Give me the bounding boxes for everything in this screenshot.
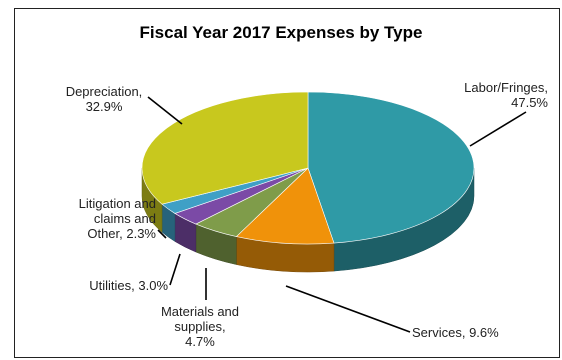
leader-line [169, 253, 181, 286]
slice-label: Utilities, 3.0% [89, 278, 168, 293]
leader-line [285, 285, 411, 333]
slice-label: Services, 9.6% [412, 325, 499, 340]
slice-label: Labor/Fringes, 47.5% [464, 80, 548, 110]
pie-slice [141, 91, 309, 205]
leader-line [157, 229, 167, 239]
slice-label: Materials and supplies, 4.7% [161, 304, 239, 349]
slice-label: Depreciation, 32.9% [66, 84, 143, 114]
pie-slice [307, 91, 475, 244]
leader-line [469, 111, 527, 147]
chart-title: Fiscal Year 2017 Expenses by Type [139, 23, 423, 42]
leader-line [147, 96, 183, 125]
slice-label: Litigation and claims and Other, 2.3% [79, 196, 157, 241]
pie-slice [235, 167, 335, 245]
